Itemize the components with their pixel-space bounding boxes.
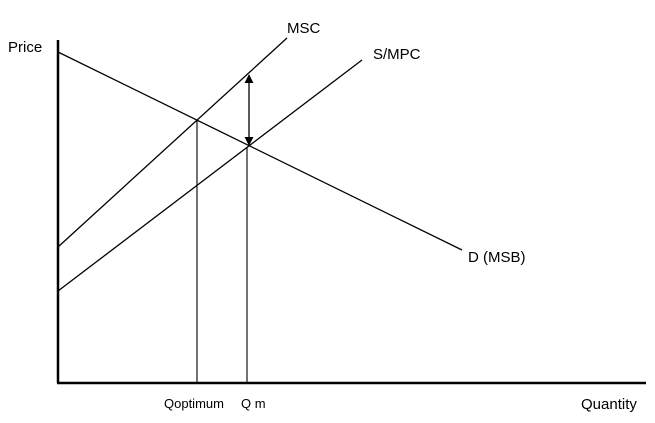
msc-line: [57, 37, 288, 248]
y-axis-label: Price: [8, 39, 42, 56]
q-optimum-label: Qoptimum: [164, 396, 224, 411]
q-market-label: Q m: [241, 396, 266, 411]
msc-label: MSC: [287, 20, 321, 37]
supply-label: S/MPC: [373, 46, 421, 63]
supply-mpc-line: [57, 59, 363, 292]
demand-label: D (MSB): [468, 249, 526, 266]
x-axis-label: Quantity: [581, 396, 637, 413]
demand-msb-line: [57, 51, 463, 251]
